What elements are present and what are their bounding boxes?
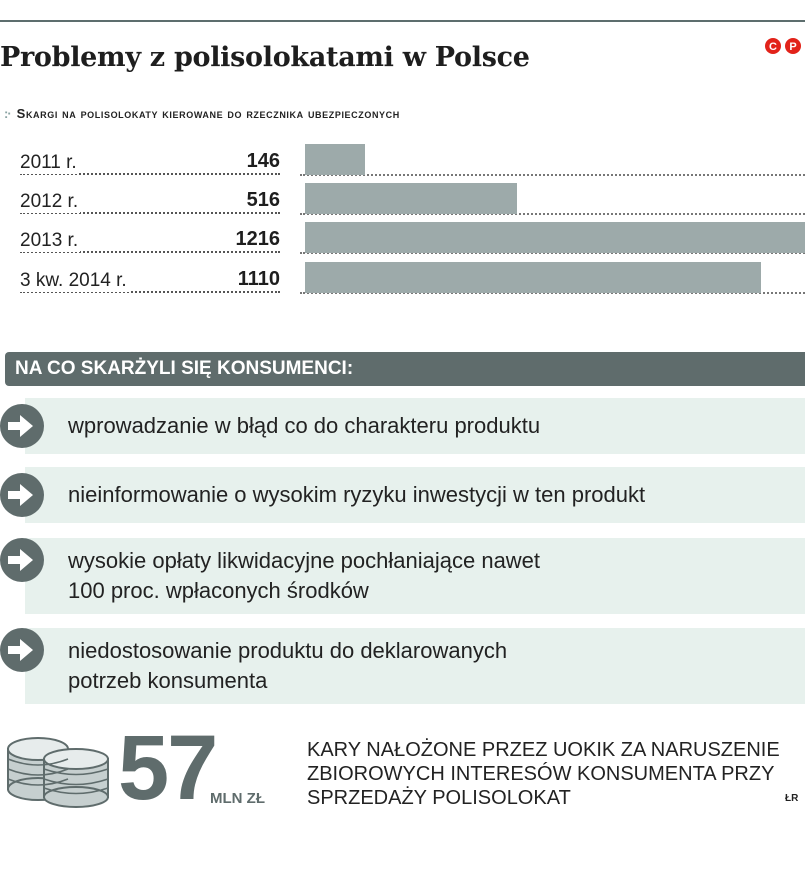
chart-row: 2012 r. 516 [0,183,805,223]
complaint-text-line-1: wysokie opłaty likwidacyjne pochłaniając… [68,548,541,573]
complaint-item-background [25,628,805,704]
complaint-text-line-1: niedostosowanie produktu do deklarowanyc… [68,638,508,663]
complaint-item-background [25,467,805,523]
bar-baseline [300,292,805,294]
value-label: 1216 [232,228,280,251]
svg-text:C: C [769,41,777,53]
dotted-leader [20,251,280,253]
arrow-right-icon [0,538,44,582]
complaint-text: wysokie opłaty likwidacyjne pochłaniając… [68,546,540,606]
complaint-item: wysokie opłaty likwidacyjne pochłaniając… [0,538,805,614]
bar-baseline [300,174,805,176]
complaint-text: wprowadzanie w błąd co do charakteru pro… [68,413,541,438]
chart-subtitle: :· Skargi na polisolokaty kierowane do rz… [4,106,400,121]
chart-row: 2011 r. 146 [0,144,805,184]
dotted-leader [20,173,280,175]
complaint-item: niedostosowanie produktu do deklarowanyc… [0,628,805,704]
complaints-header: NA CO SKARŻYLI SIĘ KONSUMENCI: [5,352,805,386]
fine-unit: MLN ZŁ [210,790,265,807]
complaint-text: niedostosowanie produktu do deklarowanyc… [68,636,507,696]
complaint-item: wprowadzanie w błąd co do charakteru pro… [0,398,805,454]
complaint-text: nieinformowanie o wysokim ryzyku inwesty… [68,482,646,507]
category-label: 2012 r. [20,191,81,213]
complaint-text-line-2: 100 proc. wpłaconych środków [68,578,369,603]
arrow-right-icon [0,404,44,448]
bar-baseline [300,252,805,254]
category-label: 2011 r. [20,152,79,174]
fine-description: Kary nałożone przez UOKiK za naruszenie … [307,739,780,809]
bullet-dots-icon: :· [4,106,12,121]
chart-row: 3 kw. 2014 r. 1110 [0,262,805,302]
complaint-item-background [25,398,805,454]
category-label: 2013 r. [20,230,81,252]
source-credit: ŁR [785,793,799,804]
publisher-logo: C P [765,38,801,54]
arrow-right-icon [0,628,44,672]
bar [305,183,517,214]
value-label: 1110 [234,268,280,291]
bar [305,222,805,253]
value-label: 146 [243,150,280,173]
svg-text:P: P [789,41,796,53]
fine-amount: 57 [118,717,218,819]
arrow-right-icon [0,473,44,517]
chart-row: 2013 r. 1216 [0,222,805,262]
bar [305,144,365,175]
dotted-leader [20,291,280,293]
top-rule [0,20,805,22]
bar [305,262,761,293]
complaint-item: nieinformowanie o wysokim ryzyku inwesty… [0,467,805,523]
category-label: 3 kw. 2014 r. [20,270,129,292]
complaint-item-background [25,538,805,614]
complaint-text-line-2: potrzeb konsumenta [68,668,268,693]
page-title: Problemy z polisolokatami w Polsce [0,42,530,73]
dotted-leader [20,212,280,214]
value-label: 516 [243,189,280,212]
bar-baseline [300,213,805,215]
coins-stack-icon [7,737,109,808]
